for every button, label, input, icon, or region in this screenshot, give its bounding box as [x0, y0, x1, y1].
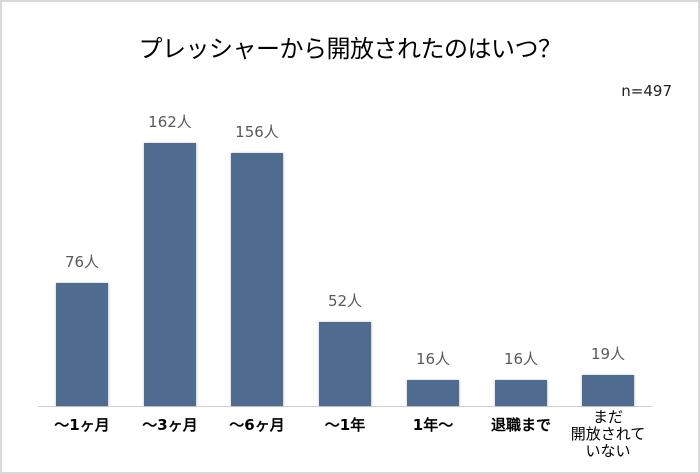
- bar-2: [144, 143, 196, 406]
- category-label: ～1年: [324, 416, 366, 434]
- value-label: 19人: [590, 345, 626, 363]
- bar-5: [407, 380, 459, 406]
- value-label: 156人: [235, 123, 279, 141]
- category-label: 退職まで: [490, 416, 551, 434]
- category-label-line: 開放されて: [570, 425, 646, 443]
- category-label-line: まだ: [592, 408, 623, 426]
- category-label-line: いない: [585, 442, 631, 460]
- category-label: まだ 開放されて いない: [564, 409, 652, 460]
- bar-7: [582, 375, 634, 406]
- value-label: 16人: [415, 350, 451, 368]
- sample-size-label: n=497: [621, 82, 672, 100]
- chart-title: プレッシャーから開放されたのはいつ？: [138, 35, 563, 63]
- bar-6: [495, 380, 547, 406]
- category-label: ～6ヶ月: [229, 416, 285, 434]
- value-label: 52人: [327, 292, 363, 310]
- category-label: 1年～: [412, 416, 454, 434]
- value-label: 76人: [64, 253, 100, 271]
- bar-1: [56, 283, 108, 406]
- bar-3: [231, 153, 283, 406]
- x-axis-line: [38, 406, 652, 407]
- value-label: 16人: [503, 350, 539, 368]
- category-label: ～3ヶ月: [142, 416, 198, 434]
- value-label: 162人: [148, 113, 192, 131]
- bar-4: [319, 322, 371, 406]
- category-label: ～1ヶ月: [54, 416, 110, 434]
